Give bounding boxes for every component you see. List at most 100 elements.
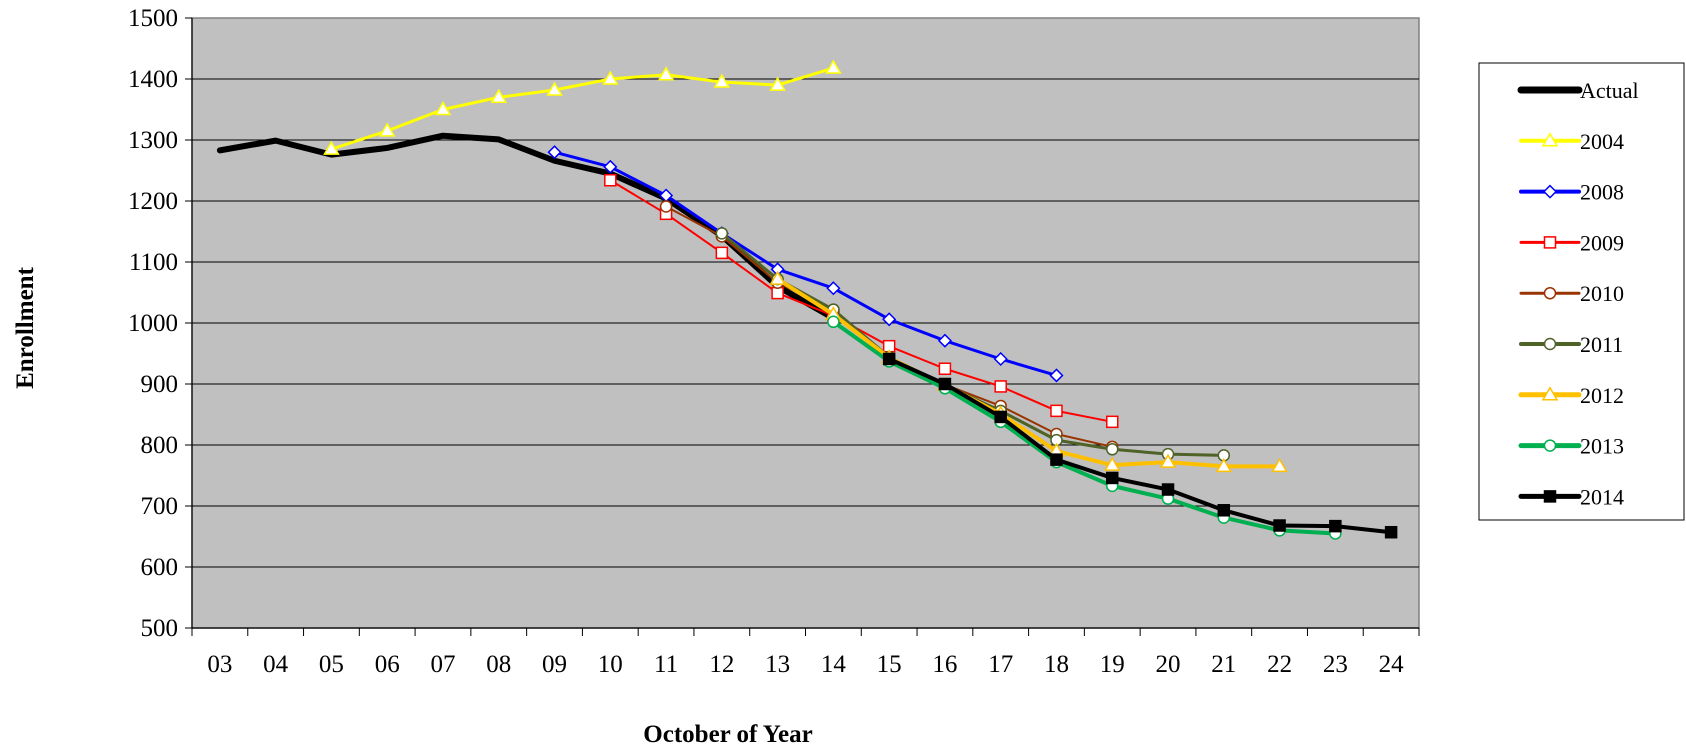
legend-marker-2008 <box>1542 184 1558 199</box>
series-lines <box>216 59 1398 540</box>
data-point-2014 <box>1106 471 1119 485</box>
data-point-2014 <box>1050 453 1063 466</box>
y-tick-label: 700 <box>141 493 179 520</box>
data-point-2011 <box>1106 443 1119 456</box>
data-point-2009 <box>994 380 1007 393</box>
legend-entry-2012: 2012 <box>1518 383 1624 408</box>
y-axis-title: Enrollment <box>12 266 39 388</box>
x-tick-label: 08 <box>486 651 511 678</box>
x-tick-label: 13 <box>765 651 790 678</box>
legend-label-2011: 2011 <box>1580 332 1623 357</box>
x-tick-label: 03 <box>207 651 232 678</box>
data-point-2008 <box>1049 368 1064 383</box>
x-tick-label: 11 <box>654 651 678 678</box>
data-point-2004 <box>546 81 563 96</box>
data-point-2010 <box>659 200 673 213</box>
data-point-2009 <box>1106 415 1119 429</box>
data-point-2004 <box>657 66 675 81</box>
series-line-2014 <box>887 356 1394 535</box>
data-point-2004 <box>601 70 619 85</box>
data-point-2008 <box>603 159 618 174</box>
data-point-2008 <box>937 333 952 348</box>
legend-marker-2010 <box>1543 286 1557 300</box>
x-tick-label: 10 <box>598 651 623 678</box>
data-point-2012 <box>1271 457 1288 473</box>
series-2004 <box>323 59 842 155</box>
data-point-2011 <box>715 227 729 240</box>
data-point-2009 <box>938 362 952 375</box>
y-tick-label: 1500 <box>128 5 178 32</box>
axes: 500 600 700 800 900 1000 1100 1200 1300 1400 1500 0… <box>128 5 1420 678</box>
x-tick-label: 04 <box>263 651 289 678</box>
y-tick-label: 1400 <box>128 66 178 93</box>
data-point-2012 <box>1215 457 1233 473</box>
data-point-2008 <box>993 351 1008 367</box>
legend-entry-2009: 2009 <box>1519 230 1624 255</box>
legend-label-2009: 2009 <box>1580 230 1624 255</box>
series-line-2008 <box>553 150 1058 377</box>
data-point-2009 <box>604 174 617 187</box>
legend-entry-actual: Actual <box>1517 78 1639 103</box>
data-point-2004 <box>825 59 842 74</box>
x-tick-label: 14 <box>821 651 847 678</box>
data-point-2004 <box>434 101 452 116</box>
legend: Actual 2004 2008 2009 2010 2011 2012 2013 2014 <box>1478 62 1685 521</box>
x-tick-label: 24 <box>1379 651 1405 678</box>
data-point-2008 <box>882 312 897 327</box>
data-point-2004 <box>713 73 731 88</box>
x-tick-label: 23 <box>1323 651 1348 678</box>
x-tick-label: 18 <box>1044 651 1069 678</box>
series-2008 <box>547 145 1064 383</box>
data-point-2009 <box>1050 404 1063 418</box>
legend-marker-2013 <box>1543 439 1557 452</box>
legend-label-2014: 2014 <box>1580 484 1624 509</box>
series-2014 <box>882 352 1398 539</box>
legend-entry-2008: 2008 <box>1519 180 1624 205</box>
x-tick-label: 16 <box>932 651 957 678</box>
data-point-2004 <box>323 140 340 155</box>
x-tick-label: 15 <box>877 651 902 678</box>
legend-marker-2012 <box>1541 386 1559 401</box>
legend-entry-2004: 2004 <box>1519 129 1624 154</box>
data-point-2014 <box>1384 525 1398 539</box>
data-point-2008 <box>826 281 841 296</box>
legend-label-actual: Actual <box>1580 78 1639 103</box>
legend-marker-2009 <box>1543 236 1557 249</box>
data-point-2014 <box>1217 504 1231 517</box>
data-point-2012 <box>1159 453 1177 468</box>
data-point-2013 <box>827 315 840 329</box>
x-tick-label: 06 <box>375 651 400 678</box>
x-axis-title: October of Year <box>643 721 812 748</box>
legend-entry-2011: 2011 <box>1519 332 1623 357</box>
y-tick-label: 1300 <box>128 127 178 154</box>
data-point-2014 <box>1273 519 1286 532</box>
legend-label-2008: 2008 <box>1580 180 1624 205</box>
x-tick-label: 17 <box>988 651 1013 678</box>
data-point-2004 <box>769 76 786 91</box>
data-point-2012 <box>769 270 786 285</box>
x-tick-label: 05 <box>319 651 344 678</box>
legend-entry-2014: 2014 <box>1518 484 1624 509</box>
y-tick-label: 500 <box>141 615 179 642</box>
gridlines <box>192 78 1419 568</box>
series-line-2012 <box>775 277 1282 469</box>
data-point-2004 <box>490 88 508 104</box>
legend-marker-2004 <box>1541 132 1559 147</box>
y-tick-label: 600 <box>141 554 179 581</box>
x-tick-label: 09 <box>542 651 567 678</box>
y-tick-label: 1100 <box>129 249 178 276</box>
x-tick-label: 21 <box>1211 651 1236 678</box>
legend-label-2013: 2013 <box>1580 434 1624 459</box>
x-tick-label: 07 <box>430 651 455 678</box>
data-point-2014 <box>994 410 1007 424</box>
legend-marker-2011 <box>1543 337 1557 351</box>
legend-marker-2014 <box>1543 490 1557 503</box>
x-tick-label: 19 <box>1100 651 1125 678</box>
legend-entry-2013: 2013 <box>1518 434 1624 459</box>
data-point-2008 <box>547 145 562 160</box>
series-line-2004 <box>329 66 835 151</box>
data-point-2009 <box>715 246 729 260</box>
y-tick-label: 900 <box>141 371 179 398</box>
y-tick-label: 800 <box>141 432 179 459</box>
